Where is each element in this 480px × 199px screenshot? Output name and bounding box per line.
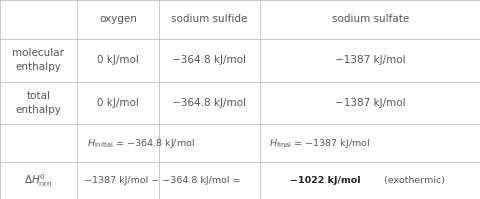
Text: −1387 kJ/mol: −1387 kJ/mol [335,98,405,108]
Text: sodium sulfate: sodium sulfate [331,14,408,24]
Text: total
enthalpy: total enthalpy [15,91,61,115]
Text: −1387 kJ/mol: −1387 kJ/mol [335,55,405,65]
Text: sodium sulfide: sodium sulfide [171,14,247,24]
Text: oxygen: oxygen [99,14,136,24]
Text: $H_\mathrm{final}$ = −1387 kJ/mol: $H_\mathrm{final}$ = −1387 kJ/mol [269,137,370,150]
Text: −1387 kJ/mol − −364.8 kJ/mol =: −1387 kJ/mol − −364.8 kJ/mol = [84,176,243,185]
Text: 0 kJ/mol: 0 kJ/mol [96,98,139,108]
Text: $\Delta H^0_\mathrm{rxn}$: $\Delta H^0_\mathrm{rxn}$ [24,172,52,189]
Text: −364.8 kJ/mol: −364.8 kJ/mol [172,55,246,65]
Text: molecular
enthalpy: molecular enthalpy [12,48,64,72]
Text: 0 kJ/mol: 0 kJ/mol [96,55,139,65]
Text: −1022 kJ/mol: −1022 kJ/mol [289,176,360,185]
Text: −364.8 kJ/mol: −364.8 kJ/mol [172,98,246,108]
Text: (exothermic): (exothermic) [380,176,444,185]
Text: $H_\mathrm{initial}$ = −364.8 kJ/mol: $H_\mathrm{initial}$ = −364.8 kJ/mol [86,137,194,150]
